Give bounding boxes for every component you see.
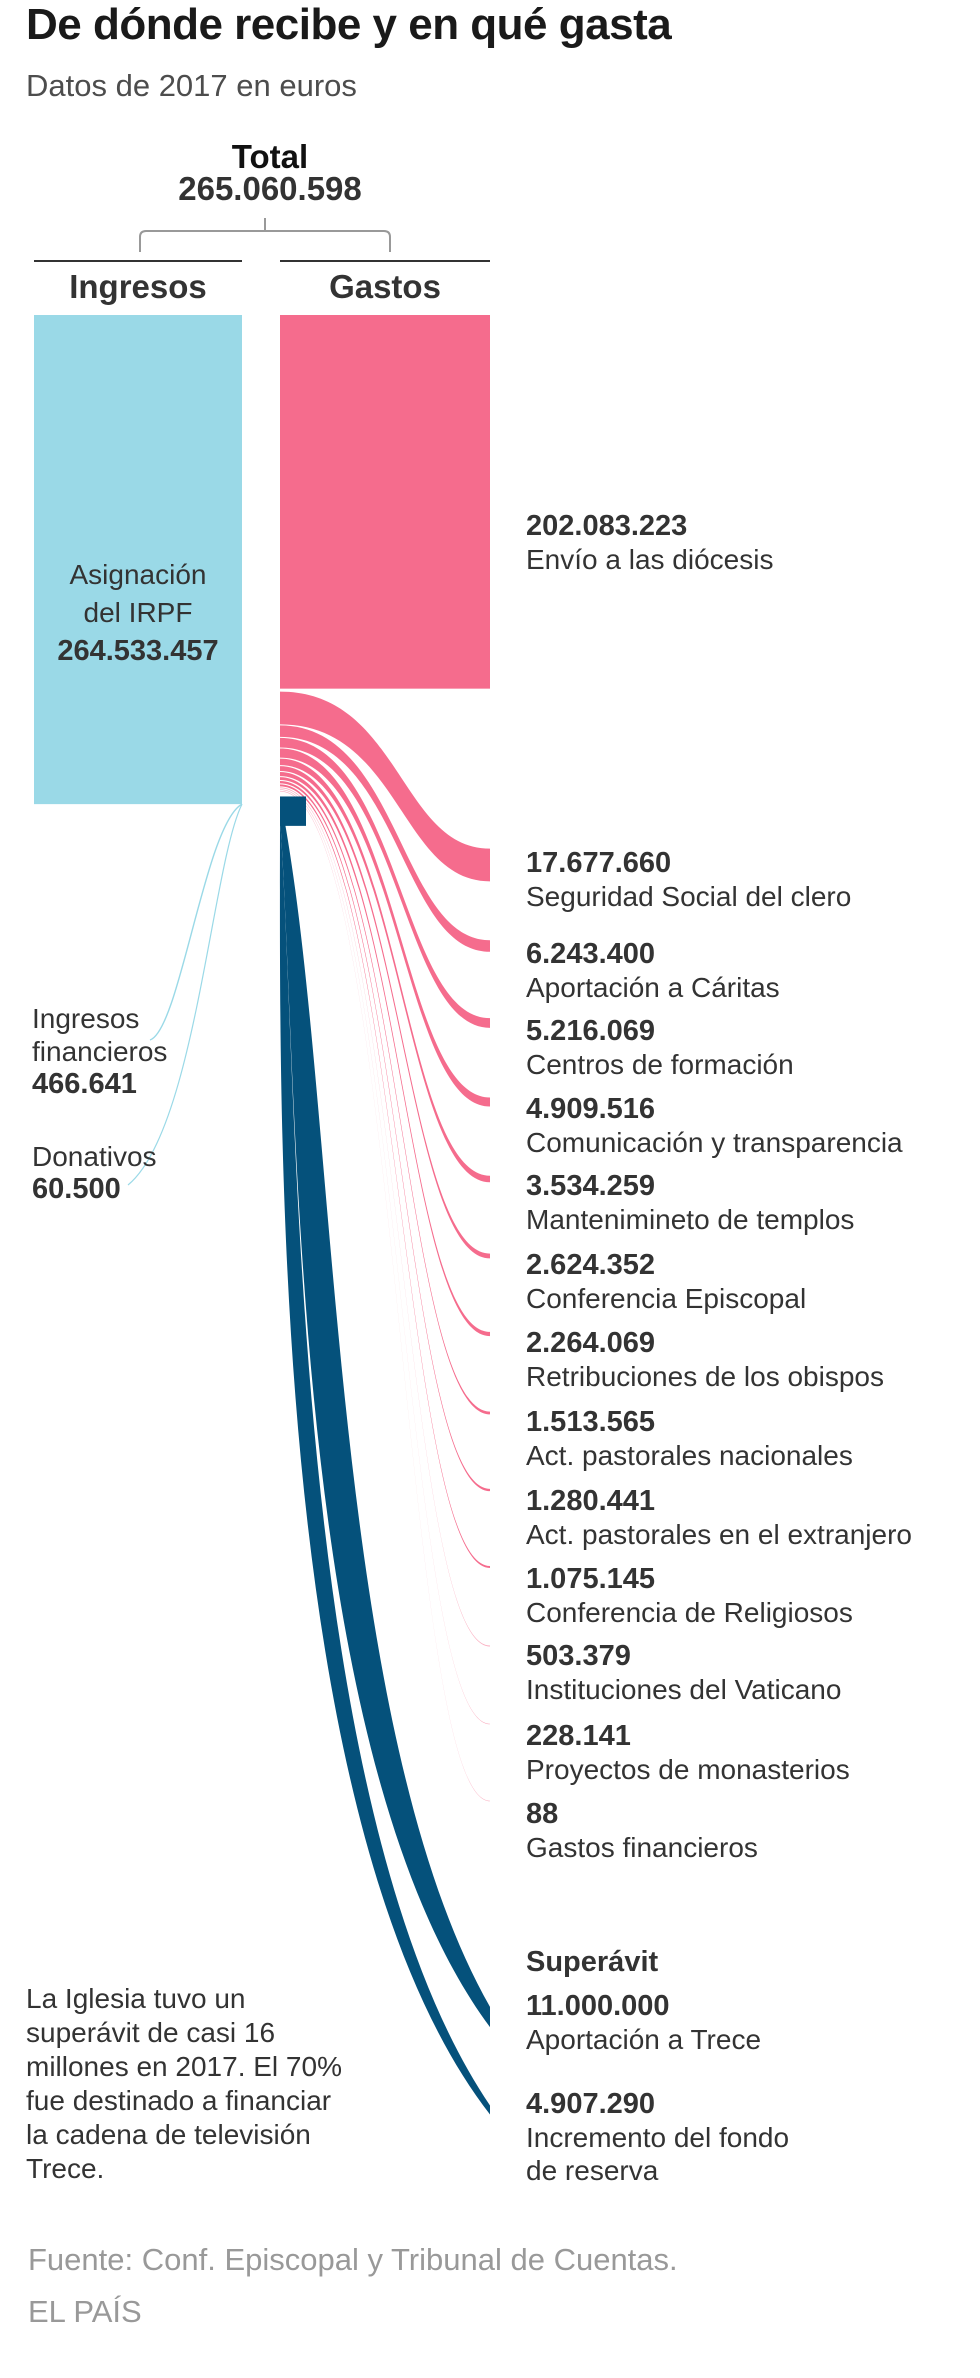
expense-label: 2.624.352 Conferencia Episcopal — [526, 1249, 806, 1315]
income-value: 264.533.457 — [57, 635, 219, 667]
expense-value: 1.513.565 — [526, 1406, 656, 1438]
income-value: 60.500 — [32, 1173, 121, 1205]
expense-value: 228.141 — [526, 1720, 631, 1752]
expense-value: 1.075.145 — [526, 1563, 656, 1595]
expense-label: 4.909.516 Comunicación y transparencia — [526, 1093, 903, 1159]
income-label-financieros: Ingresos financieros 466.641 — [32, 1002, 167, 1101]
expense-label: 6.243.400 Aportación a Cáritas — [526, 938, 780, 1004]
surplus-bar — [280, 796, 306, 826]
expense-flow — [280, 691, 490, 882]
surplus-flow-trece — [280, 796, 490, 2028]
expense-name: Gastos financieros — [526, 1832, 758, 1863]
income-name-line: financieros — [32, 1036, 168, 1067]
expense-bar-diocesis — [280, 315, 490, 689]
expense-label: 202.083.223 Envío a las diócesis — [526, 510, 773, 576]
income-column-header: Ingresos — [69, 268, 207, 305]
expense-label: 17.677.660 Seguridad Social del clero — [526, 847, 851, 913]
expense-name: Seguridad Social del clero — [526, 881, 852, 912]
surplus-heading: Superávit — [526, 1946, 659, 1978]
income-name-line: Ingresos — [32, 1003, 140, 1034]
surplus-name-line: de reserva — [526, 2155, 659, 2186]
income-label-donativos: Donativos 60.500 — [32, 1140, 157, 1206]
expense-value: 6.243.400 — [526, 938, 656, 970]
surplus-name-line: Incremento del fondo — [526, 2122, 790, 2153]
expense-label: 88 Gastos financieros — [526, 1798, 758, 1864]
income-bar-irpf — [34, 315, 242, 805]
expense-name: Comunicación y transparencia — [526, 1127, 903, 1158]
surplus-name-line: Aportación a Trece — [526, 2024, 762, 2055]
surplus-value: 11.000.000 — [526, 1990, 670, 2022]
expense-name: Mantenimineto de templos — [526, 1204, 855, 1235]
income-link-donativos — [127, 803, 243, 1186]
expense-value: 2.624.352 — [526, 1249, 656, 1281]
expense-label: 1.075.145 Conferencia de Religiosos — [526, 1563, 853, 1629]
expense-label: 2.264.069 Retribuciones de los obispos — [526, 1327, 884, 1393]
expense-name: Conferencia de Religiosos — [526, 1597, 853, 1628]
expense-label: 5.216.069 Centros de formación — [526, 1015, 794, 1081]
expense-label: 1.513.565 Act. pastorales nacionales — [526, 1406, 853, 1472]
expense-value: 5.216.069 — [526, 1015, 656, 1047]
expense-name: Instituciones del Vaticano — [526, 1674, 842, 1705]
expense-name: Conferencia Episcopal — [526, 1283, 807, 1314]
expense-value: 2.264.069 — [526, 1327, 656, 1359]
total-label: Total — [231, 138, 309, 175]
expense-name: Proyectos de monasterios — [526, 1754, 850, 1785]
surplus-label-reserve: 4.907.290 Incremento del fondo de reserv… — [526, 2088, 789, 2187]
income-name-line: Asignación — [69, 559, 207, 590]
expense-label: 503.379 Instituciones del Vaticano — [526, 1640, 841, 1706]
surplus-value: 4.907.290 — [526, 2088, 656, 2120]
expense-name: Act. pastorales en el extranjero — [526, 1519, 912, 1550]
expense-label: 1.280.441 Act. pastorales en el extranjer… — [526, 1485, 912, 1551]
total-bracket — [139, 218, 391, 252]
source-credit: Fuente: Conf. Episcopal y Tribunal de Cu… — [28, 2242, 678, 2277]
chart-title: De dónde recibe y en qué gasta — [26, 0, 672, 49]
expense-name: Act. pastorales nacionales — [526, 1440, 853, 1471]
expense-value: 3.534.259 — [526, 1170, 656, 1202]
expense-label: 3.534.259 Mantenimineto de templos — [526, 1170, 854, 1236]
brand-logo-text: EL PAÍS — [28, 2294, 142, 2329]
expenses-column-header: Gastos — [329, 268, 441, 305]
total-value: 265.060.598 — [178, 170, 362, 207]
expense-label: 228.141 Proyectos de monasterios — [526, 1720, 850, 1786]
expense-name: Envío a las diócesis — [526, 544, 774, 575]
expense-name: Retribuciones de los obispos — [526, 1361, 884, 1392]
income-name-line: del IRPF — [83, 597, 193, 628]
expense-value: 88 — [526, 1798, 559, 1830]
expense-value: 4.909.516 — [526, 1093, 656, 1125]
expense-value: 202.083.223 — [526, 510, 688, 542]
income-label-irpf: Asignación del IRPF 264.533.457 — [34, 556, 242, 670]
income-link-financieros — [149, 803, 243, 1041]
expense-value: 503.379 — [526, 1640, 631, 1672]
expense-name: Aportación a Cáritas — [526, 972, 780, 1003]
income-name-line: Donativos — [32, 1141, 157, 1172]
income-value: 466.641 — [32, 1068, 137, 1100]
annotation-note: La Iglesia tuvo un superávit de casi 16 … — [26, 1983, 342, 2184]
surplus-label-trece: 11.000.000 Aportación a Trece — [526, 1990, 761, 2056]
expense-value: 1.280.441 — [526, 1485, 656, 1517]
expense-value: 17.677.660 — [526, 847, 672, 879]
chart-subtitle: Datos de 2017 en euros — [26, 68, 357, 103]
expense-name: Centros de formación — [526, 1049, 794, 1080]
